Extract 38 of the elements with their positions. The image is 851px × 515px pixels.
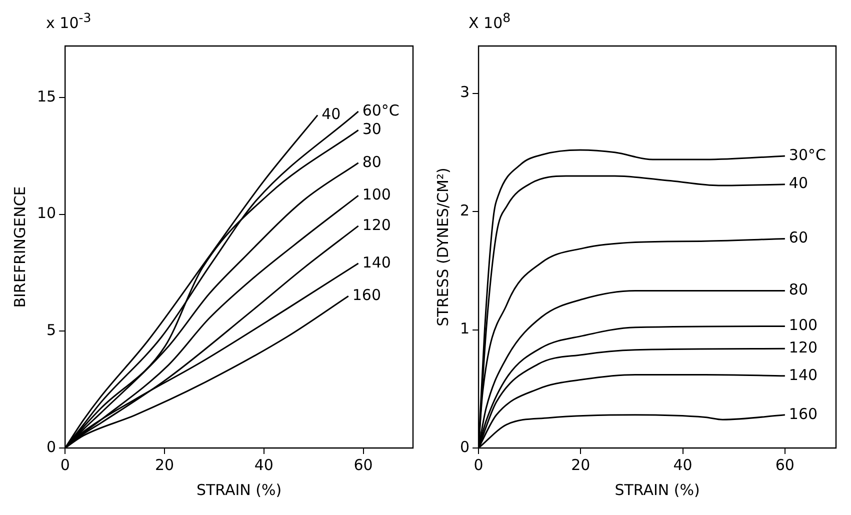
x-tick-label: 0 — [473, 456, 483, 474]
series-label: 140 — [788, 366, 818, 384]
y-tick-label: 15 — [36, 87, 56, 106]
x-tick-label: 20 — [154, 456, 174, 474]
x-tick-label: 40 — [672, 456, 692, 474]
x-axis-title: STRAIN (%) — [614, 480, 700, 499]
y-axis-title: BIREFRINGENCE — [10, 186, 29, 308]
x-tick-label: 60 — [774, 456, 794, 474]
x-tick-label: 40 — [254, 456, 274, 474]
series-label: 100 — [788, 316, 818, 334]
y-tick-label: 2 — [459, 201, 470, 220]
series-label: 160 — [352, 286, 382, 304]
series-label: 40 — [322, 105, 341, 124]
series-label: 140 — [362, 253, 391, 272]
x-tick-label: 20 — [570, 456, 590, 474]
y-tick-label: 10 — [36, 204, 56, 222]
series-label: 60 — [788, 228, 808, 247]
x-tick-label: 60 — [354, 456, 373, 474]
text: x 10$^{-3}$ — [46, 10, 92, 32]
y-tick-label: 0 — [459, 438, 470, 456]
series-label: 60°C — [362, 101, 400, 120]
series-label: 80 — [362, 152, 382, 171]
y-tick-label: 1 — [459, 320, 470, 338]
series-label: 30°C — [788, 146, 826, 164]
y-tick-label: 5 — [46, 321, 56, 340]
series-label: 120 — [362, 216, 391, 234]
series-label: 100 — [362, 185, 391, 204]
x-tick-label: 0 — [60, 456, 70, 474]
series-label: 40 — [788, 174, 808, 192]
series-label: 30 — [362, 120, 382, 138]
series-label: 120 — [788, 338, 818, 357]
x-axis-title: STRAIN (%) — [196, 480, 282, 499]
y-tick-label: 3 — [459, 83, 470, 102]
series-label: 80 — [788, 280, 808, 299]
y-axis-title: STRESS (DYNES/CM²) — [433, 168, 452, 326]
text: X 10$^{8}$ — [468, 10, 511, 32]
y-tick-label: 0 — [46, 438, 56, 456]
series-label: 160 — [788, 404, 818, 423]
